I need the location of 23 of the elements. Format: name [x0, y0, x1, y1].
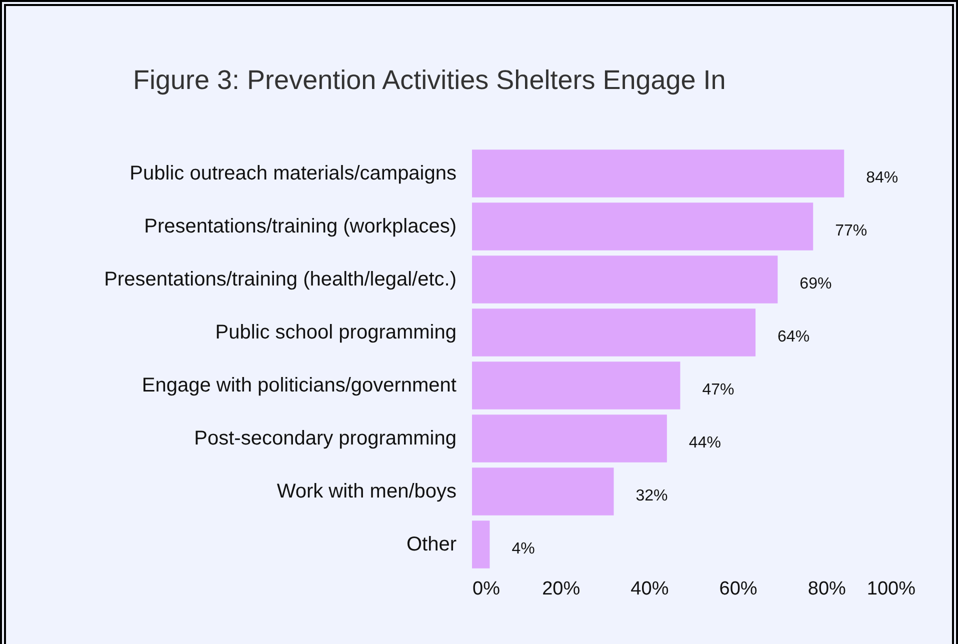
data-label: 77%: [835, 222, 868, 240]
x-tick-label: 100%: [866, 578, 916, 600]
chart-title: Figure 3: Prevention Activities Shelters Engage In: [133, 65, 726, 95]
x-tick-label: 20%: [542, 578, 580, 600]
data-label: 44%: [688, 434, 721, 452]
data-label: 4%: [512, 540, 535, 558]
data-label: 84%: [866, 170, 898, 186]
y-tick-label: Post-secondary programming: [194, 428, 456, 450]
y-tick-label: Engage with politicians/government: [142, 374, 457, 396]
data-label: 47%: [702, 382, 734, 398]
y-tick-label: Public school programming: [215, 322, 456, 344]
y-tick-label: Public outreach materials/campaigns: [130, 162, 456, 184]
y-tick-label: Presentations/training (health/legal/etc.): [104, 268, 456, 290]
data-label: 69%: [800, 276, 832, 292]
x-tick-label: 0%: [472, 578, 500, 600]
x-tick-label: 80%: [808, 578, 846, 600]
data-label: 32%: [636, 488, 668, 504]
y-tick-label: Other: [406, 534, 457, 556]
y-tick-label: Presentations/training (workplaces): [144, 216, 456, 238]
y-tick-label: Work with men/boys: [276, 480, 456, 502]
x-tick-label: 60%: [719, 578, 758, 600]
data-label: 64%: [778, 328, 810, 346]
x-tick-label: 40%: [630, 578, 669, 600]
